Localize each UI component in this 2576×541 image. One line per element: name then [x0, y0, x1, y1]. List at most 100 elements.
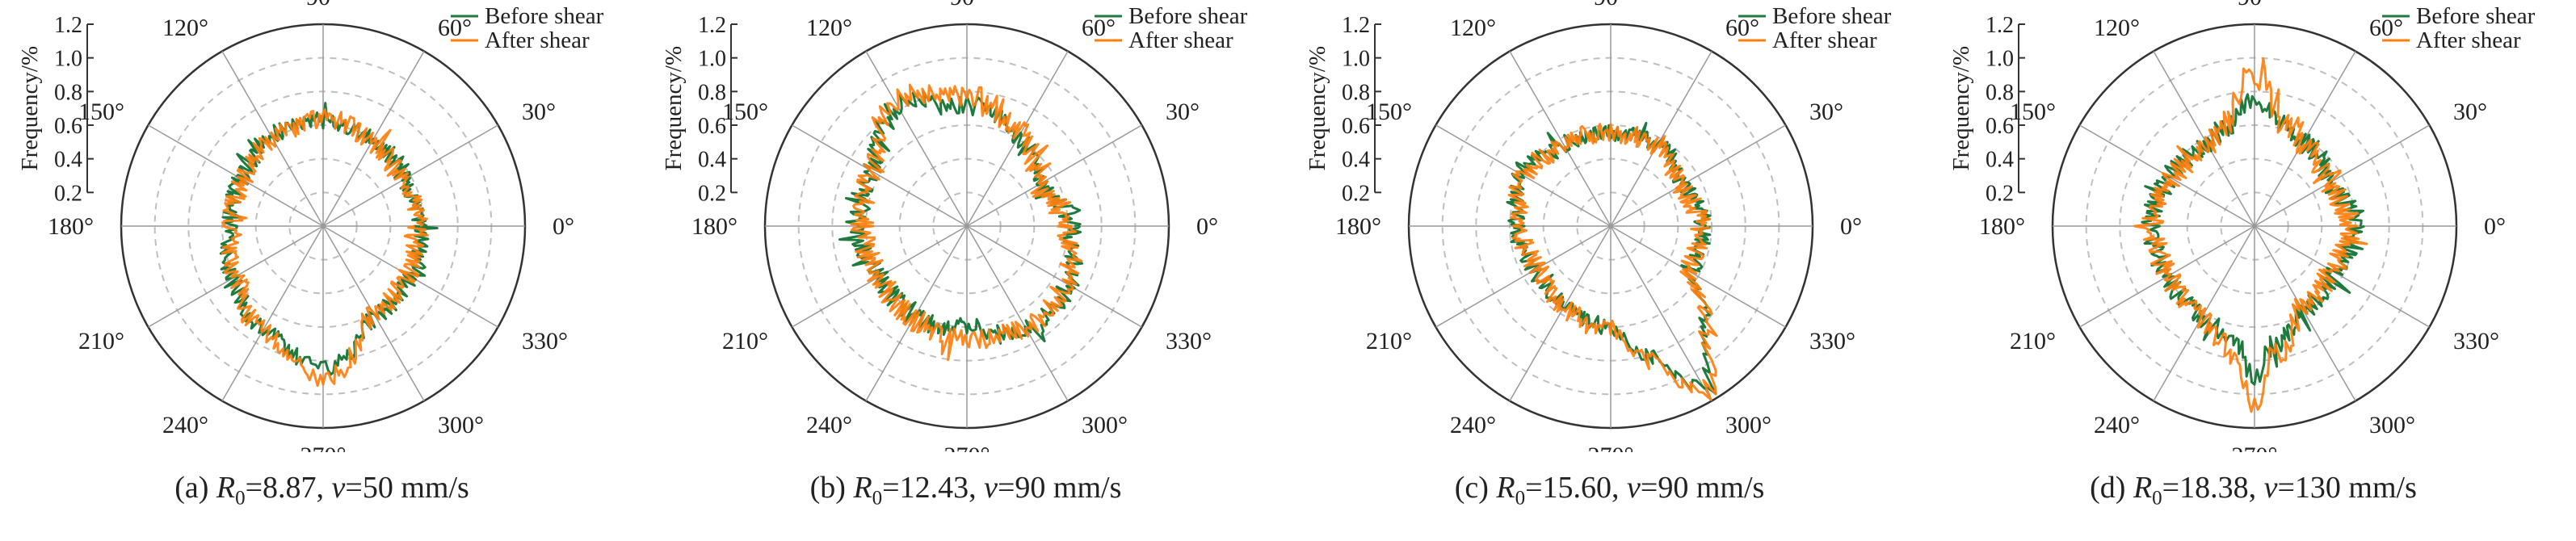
panel-b: 0.2 0.4 0.6 0.8 1.0 1.2 Frequency/% 0° 30° 60° 90°… [644, 0, 1288, 541]
angle-tick-label: 90° [950, 0, 984, 10]
angle-tick-label: 270° [2232, 442, 2278, 452]
angle-tick-label: 300° [1082, 412, 1128, 438]
grid-spoke [966, 225, 1142, 328]
series-after-shear-line [1507, 123, 1718, 401]
series-before-shear-line [838, 90, 1084, 345]
radial-axis-label: Frequency/% [1948, 46, 1974, 171]
angle-tick-label: 210° [2010, 328, 2056, 354]
series-group [838, 83, 1084, 362]
radial-axis: 0.2 0.4 0.6 0.8 1.0 1.2 [698, 13, 738, 206]
angle-tick-label: 180° [1979, 213, 2025, 240]
angle-tick-label: 180° [48, 213, 94, 240]
grid-spokes [1409, 24, 1813, 428]
grid-spokes [121, 24, 525, 428]
angle-tick-label: 60° [1082, 15, 1116, 41]
grid-spoke [2254, 225, 2430, 328]
legend-entry-label: Before shear [2416, 3, 2536, 29]
angle-tick-label: 300° [1725, 412, 1771, 438]
radial-tick-label: 0.2 [1986, 181, 2014, 206]
panel-c: 0.2 0.4 0.6 0.8 1.0 1.2 Frequency/% 0° 30° 60° 90°… [1288, 0, 1931, 541]
angle-tick-label: 60° [1725, 15, 1759, 41]
angle-tick-label: 0° [1196, 213, 1218, 240]
angle-tick-label: 240° [2094, 412, 2140, 438]
radial-tick-label: 0.8 [1342, 80, 1370, 105]
grid-spoke [1610, 225, 1712, 401]
series-after-shear-line [850, 83, 1083, 362]
radial-axis: 0.2 0.4 0.6 0.8 1.0 1.2 [1342, 13, 1381, 206]
legend-entry-label: Before shear [1772, 3, 1892, 29]
radial-tick-label: 0.4 [1986, 148, 2014, 173]
angle-tick-label: 0° [553, 213, 574, 240]
radial-tick-label: 0.6 [54, 114, 82, 139]
angle-tick-label: 180° [691, 213, 738, 240]
radial-tick-label: 1.0 [54, 47, 82, 72]
angle-tick-label: 150° [722, 99, 768, 125]
legend-entry-label: After shear [1772, 27, 1877, 53]
radial-tick-label: 0.8 [698, 80, 726, 105]
angle-tick-label: 120° [1450, 15, 1496, 41]
angle-tick-label: 210° [722, 328, 768, 354]
panel-a: 0.2 0.4 0.6 0.8 1.0 1.2 Frequency/% 0° 30° 60° 90°… [0, 0, 644, 541]
radial-tick-label: 0.6 [1342, 114, 1370, 139]
legend-entry-label: After shear [2416, 27, 2521, 53]
angle-tick-label: 150° [78, 99, 124, 125]
grid-spoke [1610, 225, 1786, 328]
radial-tick-label: 1.0 [1342, 47, 1370, 72]
angle-tick-label: 120° [162, 15, 208, 41]
angle-tick-label: 300° [2369, 412, 2415, 438]
grid-spoke [148, 124, 324, 227]
angle-tick-label: 30° [1166, 99, 1200, 125]
caption-d: (d) R0=18.38, v=130 mm/s [2090, 471, 2417, 510]
radial-axis: 0.2 0.4 0.6 0.8 1.0 1.2 [1986, 13, 2025, 206]
radial-tick-label: 1.2 [1342, 13, 1370, 38]
angle-tick-label: 90° [2238, 0, 2271, 10]
radial-tick-label: 1.0 [1986, 47, 2014, 72]
angle-labels: 0° 30° 60° 90° 120° 150° 180° 210° 240° 270° 300° 3… [691, 0, 1218, 452]
angle-tick-label: 330° [1166, 328, 1212, 354]
radial-tick-label: 0.8 [54, 80, 82, 105]
grid-spoke [966, 225, 1069, 401]
angle-tick-label: 240° [806, 412, 852, 438]
angle-tick-label: 90° [1594, 0, 1628, 10]
legend-entry-label: After shear [1128, 27, 1233, 53]
radial-axis-label: Frequency/% [661, 46, 687, 171]
angle-tick-label: 150° [2010, 99, 2056, 125]
polar-chart-b: 0.2 0.4 0.6 0.8 1.0 1.2 Frequency/% 0° 30° 60° 90°… [661, 0, 1248, 452]
polar-chart-c: 0.2 0.4 0.6 0.8 1.0 1.2 Frequency/% 0° 30° 60° 90°… [1305, 0, 1892, 452]
angle-tick-label: 0° [1840, 213, 1862, 240]
grid-spoke [966, 124, 1142, 227]
radial-axis-label: Frequency/% [17, 46, 43, 171]
radial-tick-label: 1.2 [54, 13, 82, 38]
angle-tick-label: 210° [78, 328, 124, 354]
caption-b: (b) R0=12.43, v=90 mm/s [809, 471, 1122, 510]
angle-tick-label: 270° [1588, 442, 1634, 452]
angle-tick-label: 120° [2094, 15, 2140, 41]
angle-tick-label: 330° [2453, 328, 2499, 354]
radial-tick-label: 0.2 [1342, 181, 1370, 206]
angle-tick-label: 300° [438, 412, 484, 438]
grid-spoke [1435, 225, 1612, 328]
panel-d: 0.2 0.4 0.6 0.8 1.0 1.2 Frequency/% 0° 30° 60° 90°… [1931, 0, 2575, 541]
caption-c: (c) R0=15.60, v=90 mm/s [1454, 471, 1765, 510]
grid-spoke [1610, 124, 1786, 227]
angle-tick-label: 30° [2453, 99, 2487, 125]
legend-entry-label: Before shear [1128, 3, 1248, 29]
legend-entry-label: After shear [485, 27, 590, 53]
angle-tick-label: 30° [1809, 99, 1843, 125]
radial-tick-label: 0.4 [54, 148, 82, 173]
angle-tick-label: 240° [162, 412, 208, 438]
radial-tick-label: 1.2 [1986, 13, 2014, 38]
polar-chart-a: 0.2 0.4 0.6 0.8 1.0 1.2 Frequency/% 0° 30° 60° 90°… [17, 0, 604, 452]
angle-tick-label: 150° [1366, 99, 1412, 125]
angle-tick-label: 60° [2369, 15, 2403, 41]
grid-spoke [2153, 51, 2255, 227]
series-group [1506, 121, 1718, 401]
series-group [219, 102, 439, 388]
angle-tick-label: 180° [1335, 213, 1381, 240]
angle-labels: 0° 30° 60° 90° 120° 150° 180° 210° 240° 270° 300° 3… [48, 0, 574, 452]
legend-entry-label: Before shear [485, 3, 604, 29]
radial-tick-label: 0.6 [698, 114, 726, 139]
angle-tick-label: 270° [944, 442, 990, 452]
angle-tick-label: 60° [438, 15, 472, 41]
